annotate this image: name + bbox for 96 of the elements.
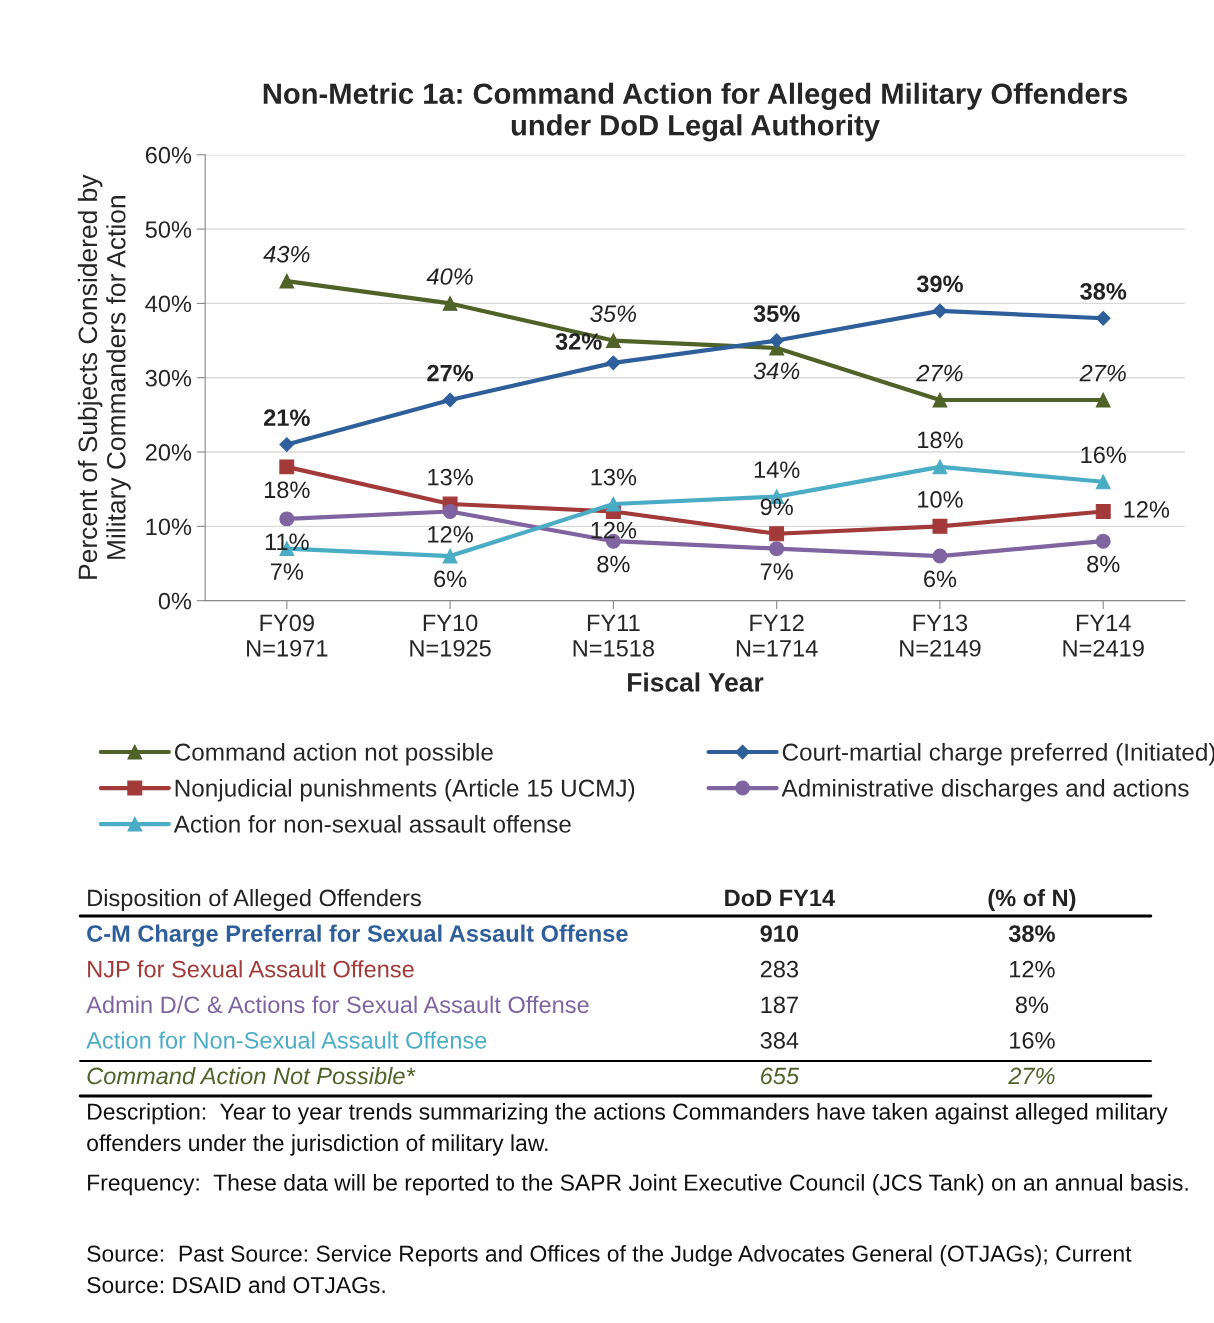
y-tick-label: 0% bbox=[158, 592, 192, 610]
x-tick-label: FY09 N=1971 bbox=[247, 614, 328, 657]
point bbox=[605, 355, 621, 371]
x-tick-label: FY12 N=1714 bbox=[736, 614, 818, 657]
data-label: 34% bbox=[753, 362, 800, 380]
y-axis-title: Percent of Subjects Considered by Military Commanders for Action bbox=[77, 174, 131, 579]
data-label: 27% bbox=[427, 364, 474, 382]
data-label: 43% bbox=[263, 245, 310, 263]
y-tick-label: 10% bbox=[146, 518, 192, 536]
chart-title: Non-Metric 1a: Command Action for Alleged Military Offenders under DoD Legal Authority bbox=[263, 82, 1128, 142]
text: 27% bbox=[1008, 1067, 1055, 1085]
data-label: 38% bbox=[1080, 282, 1127, 300]
point bbox=[769, 541, 785, 557]
point bbox=[932, 518, 948, 534]
point bbox=[605, 333, 621, 349]
text: 655 bbox=[761, 1067, 800, 1085]
legend-label: Command action not possible bbox=[174, 742, 493, 766]
point bbox=[932, 303, 948, 319]
y-tick-label: 50% bbox=[145, 221, 192, 238]
point bbox=[279, 437, 295, 452]
x-axis-title: Fiscal Year bbox=[628, 672, 764, 692]
data-label: 7% bbox=[270, 563, 304, 580]
point bbox=[279, 511, 295, 527]
x-tick-label: FY11 N=1518 bbox=[573, 614, 655, 657]
data-label: 21% bbox=[264, 409, 310, 426]
data-label: 8% bbox=[597, 555, 630, 573]
point bbox=[769, 526, 785, 542]
y-tick-label: 20% bbox=[145, 444, 192, 461]
data-label: 18% bbox=[918, 431, 963, 449]
point bbox=[605, 496, 621, 512]
text: Action for Non-Sexual Assault Offense bbox=[86, 1031, 487, 1049]
y-tick-label: 40% bbox=[145, 295, 192, 313]
data-label: 12% bbox=[428, 525, 473, 543]
text: 187 bbox=[761, 996, 798, 1014]
data-label: 8% bbox=[1087, 555, 1120, 573]
point bbox=[442, 295, 458, 311]
text: 283 bbox=[760, 960, 799, 978]
text: C-M Charge Preferral for Sexual Assault Offense bbox=[87, 924, 628, 947]
x-tick-label: FY14 N=2419 bbox=[1063, 614, 1144, 657]
text: 38% bbox=[1008, 925, 1055, 942]
data-label: 35% bbox=[590, 305, 636, 323]
data-label: 16% bbox=[1081, 446, 1127, 464]
point bbox=[442, 504, 458, 519]
y-tick-label: 30% bbox=[145, 369, 192, 387]
data-label: 14% bbox=[754, 461, 800, 478]
text: NJP for Sexual Assault Offense bbox=[88, 960, 414, 978]
point bbox=[769, 333, 785, 348]
data-label: 13% bbox=[591, 468, 637, 486]
point bbox=[1095, 392, 1111, 408]
x-tick-label: FY10 N=1925 bbox=[410, 614, 491, 657]
legend-label: Administrative discharges and actions bbox=[781, 778, 1189, 802]
data-label: 7% bbox=[760, 563, 793, 580]
data-label: 12% bbox=[591, 521, 637, 539]
point bbox=[1095, 474, 1111, 490]
data-label: 40% bbox=[426, 268, 473, 285]
point bbox=[279, 459, 295, 475]
data-label: 9% bbox=[760, 498, 793, 516]
data-label: 6% bbox=[924, 570, 957, 588]
text: Disposition of Alleged Offenders bbox=[88, 888, 421, 912]
text: Admin D/C & Actions for Sexual Assault Offense bbox=[86, 995, 589, 1014]
point bbox=[1095, 504, 1111, 519]
data-label: 12% bbox=[1124, 501, 1170, 518]
legend-label: Court-martial charge preferred (Initiated) bbox=[782, 742, 1214, 766]
data-label: 27% bbox=[1079, 364, 1126, 382]
x-tick-label: FY13 N=2149 bbox=[900, 614, 981, 657]
data-label: 18% bbox=[264, 481, 310, 499]
data-label: 39% bbox=[916, 275, 963, 293]
text: 384 bbox=[760, 1032, 799, 1049]
point bbox=[932, 548, 948, 564]
point bbox=[1095, 310, 1111, 326]
text: 12% bbox=[1010, 960, 1055, 978]
text: Description: Year to year trends summarizing the actions Commanders have taken against alleged military offenders under the jurisdiction of military law. bbox=[87, 1103, 1168, 1156]
text: DoD FY14 bbox=[725, 889, 836, 907]
point bbox=[932, 392, 948, 408]
point bbox=[442, 548, 458, 564]
data-label: 11% bbox=[265, 533, 309, 551]
point bbox=[279, 273, 295, 289]
data-label: 35% bbox=[753, 305, 800, 323]
data-label: 13% bbox=[428, 468, 473, 486]
text: (% of N) bbox=[988, 888, 1076, 912]
legend-label: Action for non-sexual assault offense bbox=[173, 814, 571, 833]
text: 910 bbox=[760, 925, 799, 942]
text: Frequency: These data will be reported to the SAPR Joint Executive Council (JCS Tank) on an annual basis. bbox=[88, 1174, 1188, 1196]
text: 8% bbox=[1015, 996, 1049, 1014]
point bbox=[442, 392, 458, 408]
point bbox=[932, 459, 948, 475]
y-tick-label: 60% bbox=[145, 146, 192, 164]
data-label: 10% bbox=[918, 491, 963, 508]
source-note: Source: Past Source: Service Reports and Offices of the Judge Advocates General (OTJAGs); Current Source: DSAID and OTJAGs. bbox=[87, 1245, 1132, 1294]
data-label: 27% bbox=[916, 364, 963, 382]
point bbox=[1095, 533, 1111, 549]
data-label: 6% bbox=[434, 570, 467, 588]
data-label: 32% bbox=[555, 333, 602, 350]
text: 16% bbox=[1010, 1032, 1055, 1049]
text: Command Action Not Possible* bbox=[87, 1066, 416, 1085]
legend-label: Nonjudicial punishments (Article 15 UCMJ) bbox=[175, 778, 635, 802]
